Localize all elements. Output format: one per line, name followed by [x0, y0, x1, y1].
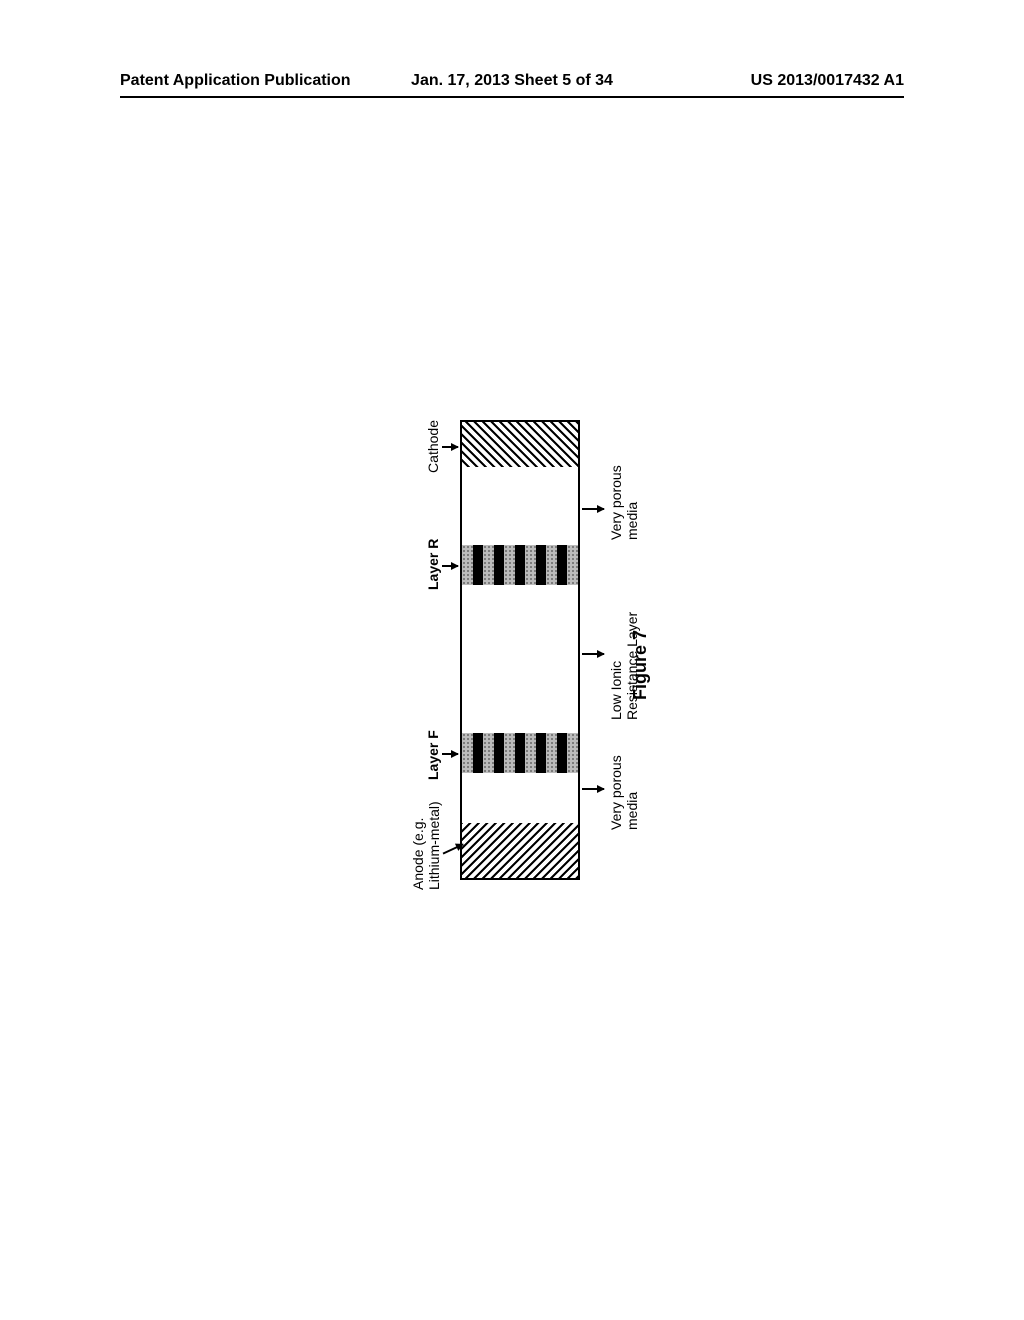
- stripe: [483, 545, 494, 585]
- cathode-region: [462, 422, 578, 467]
- anode-label-line1: Anode (e.g.: [410, 801, 426, 890]
- figure-container: Anode (e.g. Lithium-metal) Cathode Layer…: [270, 400, 770, 900]
- cathode-label: Cathode: [425, 420, 441, 473]
- stripe: [536, 733, 547, 773]
- stripe: [557, 545, 568, 585]
- stripe: [536, 545, 547, 585]
- low-ionic-resistance-region: [462, 585, 578, 733]
- low-ionic-label-line1: Low Ionic: [608, 612, 624, 720]
- header-divider: [120, 96, 904, 98]
- porous-2-arrow: [582, 508, 604, 510]
- stripe: [567, 733, 578, 773]
- stripe: [546, 545, 557, 585]
- stripe: [473, 545, 484, 585]
- stripe: [462, 733, 473, 773]
- stripe: [504, 545, 515, 585]
- stripe: [525, 733, 536, 773]
- stripe: [515, 545, 526, 585]
- layer-r-label: Layer R: [425, 539, 441, 590]
- stripe: [567, 545, 578, 585]
- anode-region: [462, 823, 578, 878]
- stripe: [546, 733, 557, 773]
- anode-label-line2: Lithium-metal): [426, 801, 442, 890]
- header-date-sheet: Jan. 17, 2013 Sheet 5 of 34: [381, 72, 642, 90]
- anode-label: Anode (e.g. Lithium-metal): [410, 801, 442, 890]
- porous-2-label-line1: Very porous: [608, 465, 624, 540]
- porous-1-label-line1: Very porous: [608, 755, 624, 830]
- porous-1-arrow: [582, 788, 604, 790]
- stripe: [473, 733, 484, 773]
- porous-media-2: [462, 467, 578, 545]
- layer-f-arrow: [442, 753, 458, 755]
- page-header: Patent Application Publication Jan. 17, …: [0, 72, 1024, 90]
- layer-r-arrow: [442, 565, 458, 567]
- porous-1-label-line2: media: [624, 755, 640, 830]
- layer-f-label: Layer F: [425, 730, 441, 780]
- cathode-arrow: [442, 446, 458, 448]
- stripe: [515, 733, 526, 773]
- stripe: [525, 545, 536, 585]
- porous-2-label-line2: media: [624, 465, 640, 540]
- stripe: [462, 545, 473, 585]
- header-publication: Patent Application Publication: [120, 72, 381, 90]
- stripe: [494, 545, 505, 585]
- porous-media-1: [462, 773, 578, 823]
- porous-1-label: Very porous media: [608, 755, 640, 830]
- layer-r-region: [462, 545, 578, 585]
- stripe: [483, 733, 494, 773]
- figure-caption: Figure 7: [630, 630, 651, 700]
- stripe: [494, 733, 505, 773]
- low-ionic-arrow: [582, 653, 604, 655]
- stripe: [557, 733, 568, 773]
- header-patent-number: US 2013/0017432 A1: [643, 72, 904, 90]
- porous-2-label: Very porous media: [608, 465, 640, 540]
- layer-f-region: [462, 733, 578, 773]
- stripe: [504, 733, 515, 773]
- battery-cell-diagram: Anode (e.g. Lithium-metal) Cathode Layer…: [460, 420, 580, 880]
